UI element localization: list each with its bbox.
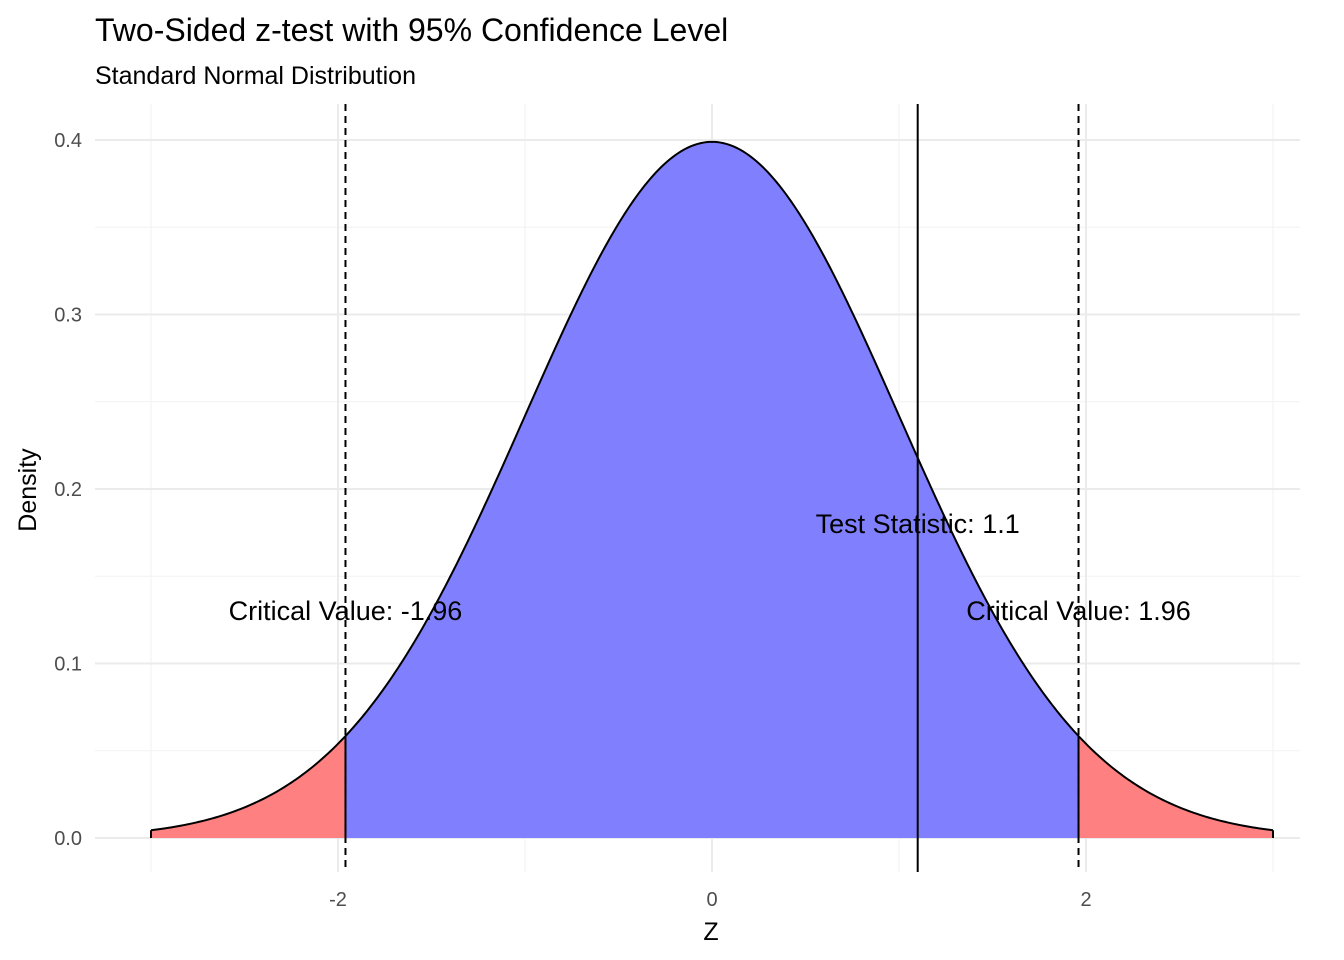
chart-subtitle: Standard Normal Distribution xyxy=(95,62,416,90)
x-tick-label-1: 0 xyxy=(706,889,717,911)
reference-lines xyxy=(344,104,1080,872)
y-tick-label-2: 0.2 xyxy=(54,479,82,501)
annotation-0: Critical Value: -1.96 xyxy=(229,596,463,626)
density-area xyxy=(150,140,1274,839)
density-curve xyxy=(150,140,1274,832)
x-tick-label-2: 2 xyxy=(1080,889,1091,911)
x-axis-ticks: -2 0 2 xyxy=(329,889,1091,911)
y-tick-label-4: 0.4 xyxy=(54,130,82,152)
y-axis-title: Density xyxy=(14,448,42,532)
x-tick-label-0: -2 xyxy=(329,889,347,911)
chart-title: Two-Sided z-test with 95% Confidence Lev… xyxy=(95,12,728,48)
annotations: Critical Value: -1.96 Critical Value: 1.9… xyxy=(229,509,1191,626)
y-axis-ticks: 0.0 0.1 0.2 0.3 0.4 xyxy=(54,130,82,850)
region-2 xyxy=(1078,736,1273,838)
region-1 xyxy=(345,141,1079,839)
annotation-2: Test Statistic: 1.1 xyxy=(816,509,1020,539)
annotation-1: Critical Value: 1.96 xyxy=(966,596,1191,626)
region-0 xyxy=(151,736,346,838)
y-tick-label-3: 0.3 xyxy=(54,305,82,327)
x-axis-title: Z xyxy=(703,918,718,946)
y-tick-label-1: 0.1 xyxy=(54,654,82,676)
y-tick-label-0: 0.0 xyxy=(54,828,82,850)
